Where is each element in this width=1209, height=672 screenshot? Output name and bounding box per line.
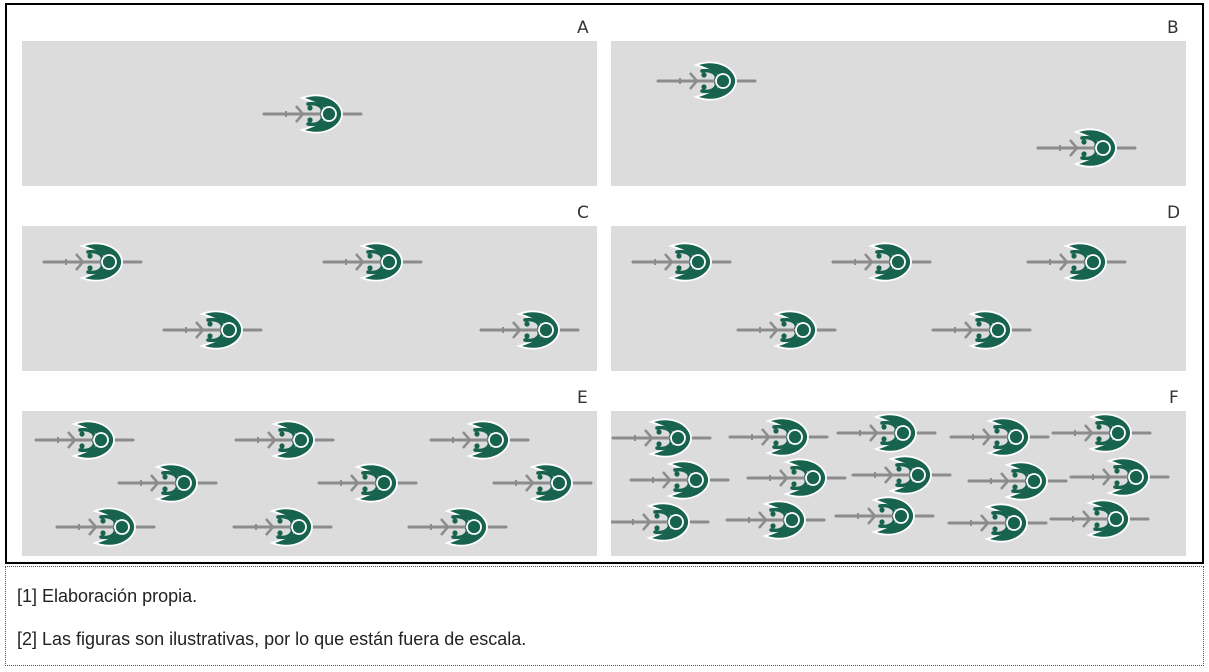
- cyclist-icon: [1036, 128, 1137, 168]
- panel-b-area: [611, 41, 1186, 186]
- cyclist-icon: [492, 463, 593, 503]
- cyclist-icon: [234, 420, 335, 460]
- cyclist-icon: [1069, 457, 1170, 497]
- cyclist-icon: [728, 417, 829, 457]
- cyclist-icon: [162, 310, 263, 350]
- footnotes: [1] Elaboración propia. [2] Las figuras …: [5, 566, 1204, 666]
- panel-letter-f: F: [1169, 388, 1179, 408]
- cyclist-icon: [55, 507, 156, 547]
- cyclist-icon: [656, 61, 757, 101]
- panel-letter-b: B: [1167, 18, 1179, 38]
- cyclist-icon: [851, 455, 952, 495]
- cyclist-icon: [736, 310, 837, 350]
- cyclist-icon: [34, 420, 135, 460]
- cyclist-icon: [407, 507, 508, 547]
- panel-a-area: [22, 41, 597, 186]
- panel-letter-c: C: [577, 203, 589, 223]
- cyclist-icon: [967, 461, 1068, 501]
- cyclist-icon: [611, 502, 710, 542]
- cyclist-icon: [631, 242, 732, 282]
- cyclist-icon: [834, 496, 935, 536]
- panel-c-area: [22, 226, 597, 371]
- cyclist-icon: [479, 310, 580, 350]
- cyclist-icon: [1049, 499, 1150, 539]
- cyclist-icon: [836, 413, 937, 453]
- panel-d-area: [611, 226, 1186, 371]
- cyclist-icon: [117, 463, 218, 503]
- panel-d-svg: [631, 242, 1127, 350]
- cyclist-icon: [317, 463, 418, 503]
- cyclist-icon: [1026, 242, 1127, 282]
- cyclist-icon: [947, 503, 1048, 543]
- panel-e-svg: [34, 420, 593, 547]
- footnote-2: [2] Las figuras son ilustrativas, por lo…: [17, 629, 527, 649]
- panel-c-svg: [42, 242, 580, 350]
- cyclist-icon: [831, 242, 932, 282]
- cyclist-icon: [746, 458, 847, 498]
- cyclist-icon: [429, 420, 530, 460]
- cyclist-icon: [611, 418, 712, 458]
- cyclist-icon: [949, 417, 1050, 457]
- cyclist-icon: [725, 500, 826, 540]
- panel-e-area: [22, 411, 597, 556]
- panel-letter-e: E: [577, 388, 588, 408]
- cyclist-icon: [322, 242, 423, 282]
- cyclist-icon: [931, 310, 1032, 350]
- cyclist-icon: [42, 242, 143, 282]
- panel-a-svg: [262, 94, 363, 134]
- panel-f-svg: [611, 413, 1170, 543]
- cyclist-icon: [262, 94, 363, 134]
- figure-frame: A B C D E F: [5, 3, 1204, 564]
- footnote-1: [1] Elaboración propia.: [17, 586, 198, 606]
- panel-letter-d: D: [1167, 203, 1181, 223]
- panel-letter-a: A: [577, 18, 589, 38]
- cyclist-icon: [1051, 413, 1152, 453]
- panel-f-area: [611, 411, 1186, 556]
- panel-b-svg: [656, 61, 1137, 168]
- cyclist-icon: [629, 460, 730, 500]
- cyclist-icon: [232, 507, 333, 547]
